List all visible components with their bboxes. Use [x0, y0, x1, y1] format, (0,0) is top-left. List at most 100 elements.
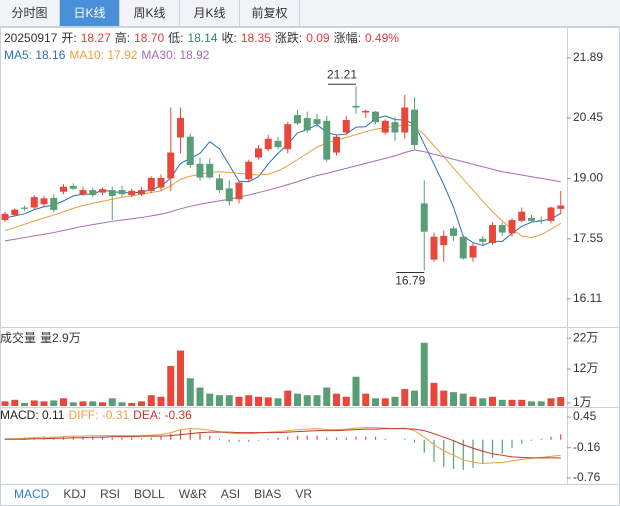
- quote-line: 20250917 开: 18.27 高: 18.70 低: 18.14 收: 18.35 涨跌: 0…: [4, 29, 403, 46]
- period-tab[interactable]: 分时图: [0, 0, 60, 26]
- macd-bar: [101, 436, 104, 440]
- volume-bar: [177, 350, 184, 406]
- candle-body: [518, 211, 526, 221]
- macd-bar: [316, 435, 318, 440]
- volume-bar: [391, 396, 399, 406]
- candle-body: [469, 245, 477, 258]
- candle-body: [557, 205, 565, 209]
- volume-bar: [99, 402, 106, 406]
- candle-body: [177, 117, 184, 138]
- period-tabs: 分时图 日K线 周K线 月K线 前复权: [0, 0, 620, 27]
- volume-bar: [303, 395, 311, 406]
- macd-bar: [228, 439, 230, 442]
- indicator-tab[interactable]: RSI: [100, 487, 121, 501]
- candle-body: [459, 236, 467, 259]
- ma-legend: MA5: 18.16 MA10: 17.92 MA30: 18.92: [4, 48, 213, 62]
- indicator-tab[interactable]: KDJ: [63, 487, 87, 501]
- candle-body: [206, 163, 214, 178]
- macd-bar: [433, 439, 435, 462]
- volume-bar: [167, 365, 175, 406]
- period-tab[interactable]: 周K线: [120, 0, 180, 26]
- volume-bar: [40, 401, 48, 406]
- volume-bar: [323, 387, 331, 406]
- macd-bar: [404, 438, 406, 440]
- quote-value: 18.35: [240, 31, 271, 45]
- macd-bar: [413, 439, 416, 443]
- macd-bar: [355, 436, 357, 440]
- volume-bar: [50, 400, 58, 406]
- macd-bar: [374, 436, 377, 440]
- line: [4, 115, 561, 247]
- period-tab[interactable]: 月K线: [180, 0, 240, 26]
- quote-label: 收:: [221, 31, 237, 45]
- frame: [0, 27, 620, 506]
- y-tick-label: 0.45: [573, 409, 597, 423]
- volume-bar: [352, 376, 360, 406]
- indicator-tab[interactable]: W&R: [178, 487, 207, 501]
- macd-bar: [443, 439, 445, 467]
- volume-bar: [450, 392, 457, 406]
- volume-bar: [128, 402, 136, 406]
- macd-bar: [23, 437, 26, 440]
- volume-bar: [430, 382, 438, 406]
- candle-body: [225, 188, 233, 202]
- volume-bar: [245, 395, 253, 406]
- candle-body: [99, 189, 106, 193]
- extreme-label: 16.79: [395, 274, 425, 288]
- indicator-tab[interactable]: MACD: [14, 487, 50, 501]
- candle-body: [21, 207, 28, 209]
- volume-bar: [411, 390, 418, 406]
- candle-body: [303, 117, 311, 131]
- macd-bar: [296, 435, 299, 440]
- macd-bar: [111, 437, 113, 440]
- candle-body: [333, 136, 340, 153]
- volume-bar: [60, 398, 67, 406]
- macd-bar: [189, 429, 191, 440]
- volume-bar: [118, 402, 126, 406]
- candle-body: [391, 122, 399, 133]
- legend-entry: MACD: 0.11: [0, 408, 65, 422]
- period-tab[interactable]: 前复权: [240, 0, 300, 26]
- candle-body: [50, 197, 58, 211]
- candle-body: [118, 190, 126, 195]
- y-tick-label: -0.16: [573, 440, 601, 454]
- extreme-label: 21.21: [327, 67, 357, 81]
- indicator-tab[interactable]: ASI: [220, 487, 241, 501]
- candle-body: [323, 120, 331, 160]
- candle-body: [420, 203, 428, 232]
- candle-body: [138, 190, 145, 195]
- indicator-tab[interactable]: BIAS: [254, 487, 282, 501]
- candle-body: [411, 109, 418, 146]
- candle-body: [11, 209, 19, 216]
- indicator-tab[interactable]: VR: [295, 487, 313, 501]
- volume-bar: [537, 401, 545, 406]
- y-tick-label: 16.11: [573, 291, 602, 305]
- y-tick-label: 19.00: [573, 171, 603, 185]
- candle-body: [128, 190, 136, 196]
- y-tick-label: 22万: [573, 330, 598, 344]
- volume-bar: [89, 401, 97, 406]
- macd-bar: [92, 436, 94, 440]
- macd-bar: [160, 436, 162, 440]
- line: [5, 428, 561, 459]
- volume-bar: [147, 395, 155, 406]
- candle-body: [255, 148, 262, 158]
- macd-bar: [267, 438, 269, 440]
- volume-bar: [333, 393, 340, 406]
- macd-bar: [238, 439, 240, 442]
- macd-bar: [43, 436, 45, 440]
- period-tab[interactable]: 日K线: [60, 0, 120, 26]
- candle-body: [147, 177, 155, 191]
- candle-body: [157, 177, 165, 188]
- candle-body: [60, 186, 67, 192]
- candle-body: [537, 220, 545, 222]
- candle-body: [108, 190, 116, 196]
- candle-body: [547, 207, 555, 221]
- macd-bar: [277, 437, 279, 440]
- legend-entry: DIFF: -0.31: [68, 408, 130, 422]
- indicator-tab[interactable]: BOLL: [134, 487, 165, 501]
- macd-bar: [530, 439, 533, 441]
- macd-bar: [199, 432, 201, 440]
- indicator-tabs: MACD KDJ RSI BOLL W&R ASI BIAS VR: [14, 487, 326, 501]
